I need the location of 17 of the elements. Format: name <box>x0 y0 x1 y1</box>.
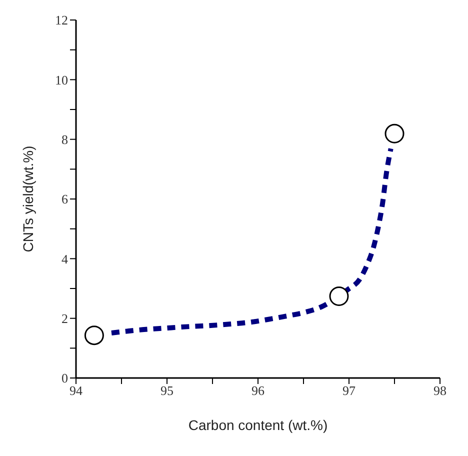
x-tick-label: 98 <box>434 383 446 398</box>
x-tick-label: 94 <box>70 383 83 398</box>
x-tick-label: 97 <box>342 383 356 398</box>
point <box>384 124 404 144</box>
y-tick-label: 10 <box>55 72 68 88</box>
y-tick-label: 12 <box>55 12 68 28</box>
y-axis-title: CNTs yield(wt.%) <box>20 146 36 252</box>
point <box>84 326 104 346</box>
x-tick-label: 95 <box>160 383 174 398</box>
x-tick-label: 96 <box>252 383 265 398</box>
y-tick-label: 4 <box>62 251 68 266</box>
point <box>329 286 349 306</box>
y-tick-label: 2 <box>62 310 68 326</box>
y-tick-label: 8 <box>62 132 68 147</box>
y-tick-label: 0 <box>62 370 68 386</box>
y-tick-label: 6 <box>62 192 68 207</box>
x-axis-title: Carbon content (wt.%) <box>188 417 328 433</box>
